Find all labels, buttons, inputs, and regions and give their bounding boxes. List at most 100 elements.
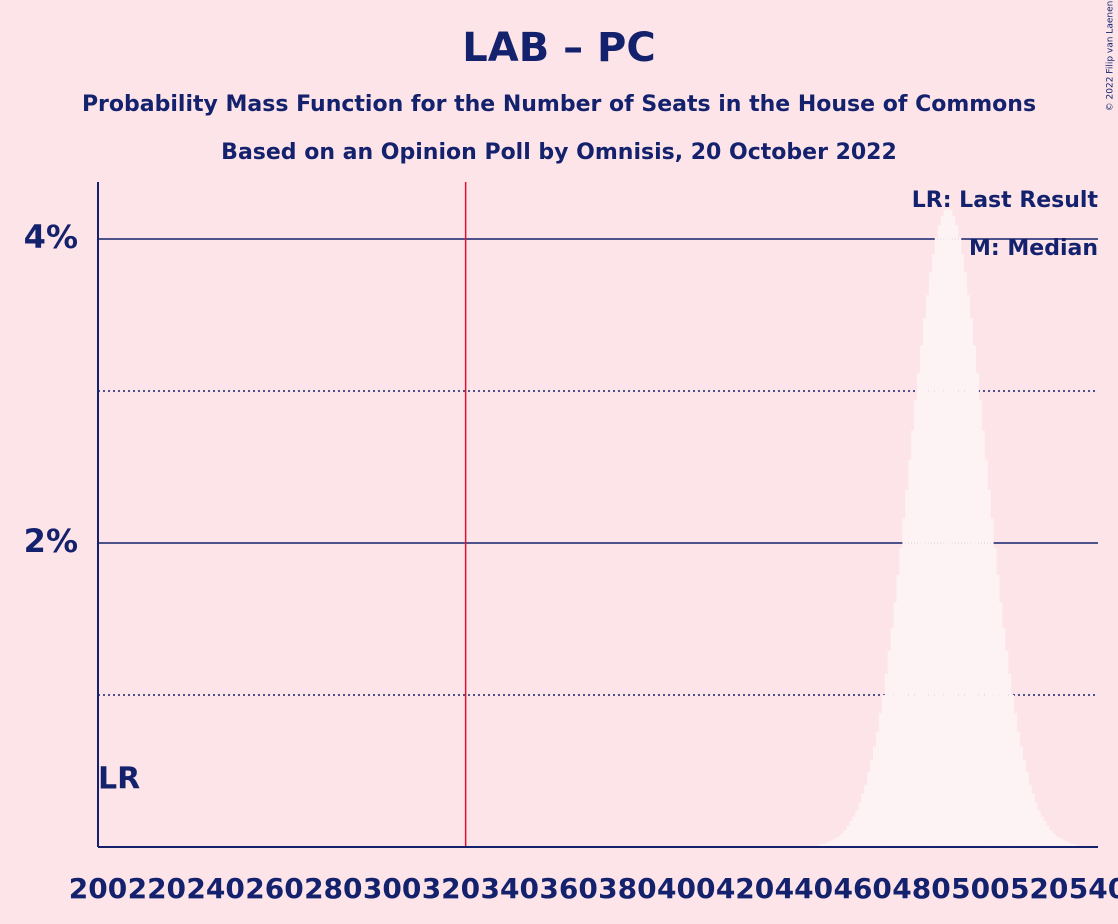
- bar: [896, 574, 900, 847]
- bar: [958, 237, 962, 848]
- bar: [996, 574, 1000, 847]
- bar: [831, 839, 835, 847]
- bar: [1025, 772, 1029, 847]
- bar: [846, 825, 850, 847]
- bar: [861, 793, 865, 847]
- bar: [943, 210, 947, 847]
- x-tick-label: 240: [186, 872, 244, 905]
- bar: [940, 216, 944, 847]
- x-tick-label: 500: [951, 872, 1009, 905]
- bar: [823, 843, 826, 847]
- bar: [981, 430, 985, 847]
- bar: [1052, 833, 1056, 847]
- bar: [875, 731, 879, 847]
- bar: [1055, 836, 1059, 847]
- bar: [908, 459, 912, 847]
- legend-entry: M: Median: [969, 236, 1098, 261]
- bar: [881, 695, 885, 847]
- bar: [873, 746, 876, 847]
- bar: [1061, 839, 1065, 847]
- bar: [1005, 650, 1009, 847]
- bar: [884, 673, 888, 847]
- bar: [1023, 760, 1026, 847]
- bar: [911, 430, 915, 847]
- chart-subtitle: Probability Mass Function for the Number…: [82, 92, 1036, 117]
- bar: [949, 210, 953, 847]
- bar: [1040, 816, 1044, 847]
- bar: [834, 837, 838, 847]
- bar: [840, 833, 844, 847]
- bar: [843, 830, 847, 847]
- bar: [858, 802, 862, 847]
- x-tick-label: 260: [245, 872, 303, 905]
- bar: [917, 372, 921, 847]
- bar: [990, 518, 994, 847]
- bar: [1058, 837, 1062, 847]
- bar: [1028, 784, 1032, 847]
- bar: [952, 216, 956, 847]
- x-tick-label: 300: [363, 872, 421, 905]
- bar: [855, 810, 859, 847]
- bar: [914, 400, 918, 847]
- bar: [899, 547, 903, 847]
- bar: [964, 272, 968, 847]
- x-tick-label: 220: [128, 872, 186, 905]
- bar: [890, 628, 894, 847]
- bar: [825, 842, 829, 847]
- bar: [1073, 843, 1076, 847]
- x-tick-label: 440: [775, 872, 833, 905]
- bar: [923, 318, 926, 847]
- bar: [852, 816, 856, 847]
- bar: [828, 840, 832, 847]
- bar: [1037, 810, 1041, 847]
- bar: [973, 345, 976, 847]
- bar: [864, 784, 868, 847]
- chart-title: LAB – PC: [462, 25, 655, 71]
- bar: [1067, 842, 1071, 847]
- bar: [967, 295, 971, 847]
- x-tick-label: 200: [69, 872, 127, 905]
- bar: [1043, 821, 1047, 847]
- y-tick-label: 2%: [24, 522, 78, 560]
- bar: [1049, 830, 1053, 847]
- x-tick-label: 320: [422, 872, 480, 905]
- bar: [870, 760, 873, 847]
- bar: [1031, 793, 1035, 847]
- bar: [987, 489, 991, 847]
- bar: [867, 772, 871, 847]
- x-tick-label: 400: [657, 872, 715, 905]
- x-tick-label: 480: [892, 872, 950, 905]
- chart-subtitle: Based on an Opinion Poll by Omnisis, 20 …: [221, 140, 897, 165]
- bar: [925, 295, 929, 847]
- bar: [837, 836, 841, 847]
- bar: [993, 547, 997, 847]
- bar: [999, 602, 1003, 847]
- legend-entry: LR: Last Result: [912, 188, 1099, 213]
- bar: [931, 254, 935, 847]
- bar: [1011, 695, 1015, 847]
- bar: [820, 843, 823, 847]
- x-tick-label: 340: [481, 872, 539, 905]
- bar: [893, 602, 897, 847]
- bar: [1064, 840, 1068, 847]
- x-tick-label: 360: [539, 872, 597, 905]
- bar: [902, 518, 906, 847]
- y-tick-label: 4%: [24, 218, 78, 256]
- bar: [984, 459, 988, 847]
- bar: [937, 225, 941, 847]
- last-result-label: LR: [98, 762, 140, 797]
- bar: [1020, 746, 1023, 847]
- bar: [905, 489, 909, 847]
- bar: [1046, 825, 1050, 847]
- bar: [970, 318, 973, 847]
- x-tick-label: 420: [716, 872, 774, 905]
- bar: [1034, 802, 1038, 847]
- bar: [878, 713, 882, 847]
- bar: [849, 821, 853, 847]
- x-tick-label: 460: [833, 872, 891, 905]
- x-tick-label: 380: [598, 872, 656, 905]
- bar: [1070, 843, 1073, 847]
- bar: [946, 208, 950, 848]
- bar: [961, 254, 965, 847]
